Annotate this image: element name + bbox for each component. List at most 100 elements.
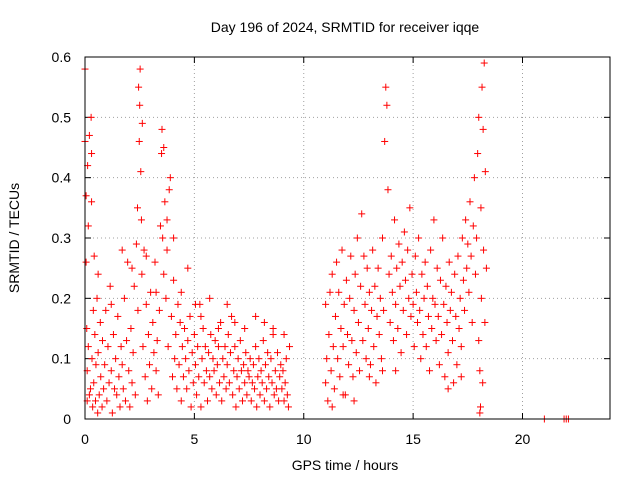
data-point [426, 367, 434, 375]
data-point [85, 131, 93, 139]
data-point [252, 312, 260, 320]
data-point [83, 325, 91, 332]
data-point [187, 403, 195, 411]
data-point [193, 391, 201, 399]
data-point [366, 361, 374, 369]
data-point [158, 125, 166, 133]
data-point [465, 288, 473, 296]
data-point [183, 385, 191, 393]
data-point [207, 331, 215, 339]
data-point [127, 325, 135, 332]
data-point [412, 288, 420, 296]
data-point [418, 270, 426, 278]
x-axis-label: GPS time / hours [292, 457, 399, 473]
data-point [214, 325, 222, 332]
data-point [409, 300, 417, 308]
data-point [396, 282, 404, 290]
data-point [113, 391, 121, 399]
data-point [208, 385, 216, 393]
data-point [407, 312, 415, 320]
data-point [205, 349, 213, 357]
data-point [175, 361, 183, 369]
data-point [254, 373, 262, 381]
data-point [480, 246, 488, 254]
data-point [362, 355, 370, 363]
data-point [169, 373, 176, 381]
data-point [163, 216, 171, 224]
data-point [400, 228, 408, 236]
data-point [333, 258, 341, 266]
data-point [225, 379, 233, 387]
data-point [158, 150, 166, 158]
data-point [123, 337, 131, 345]
data-point [172, 331, 180, 339]
data-point [189, 379, 197, 387]
data-point [212, 391, 220, 399]
data-point [387, 252, 395, 260]
data-point [475, 113, 483, 121]
y-tick-label: 0.4 [52, 170, 72, 186]
data-point [134, 306, 142, 314]
data-point [477, 403, 484, 411]
data-point [323, 355, 331, 363]
data-point [270, 391, 278, 399]
data-point [337, 325, 345, 332]
data-point [219, 355, 227, 363]
plot-frame [84, 56, 611, 420]
data-point [383, 101, 391, 109]
data-point [385, 270, 393, 278]
data-point [363, 264, 371, 272]
data-point [226, 349, 234, 357]
data-point [477, 204, 485, 212]
data-point [357, 282, 365, 290]
data-point [125, 367, 133, 375]
data-point [475, 337, 483, 345]
data-point [401, 276, 409, 284]
data-point [88, 198, 96, 206]
data-point [93, 294, 101, 302]
data-point [328, 270, 336, 278]
data-point [243, 391, 251, 399]
data-point [411, 252, 419, 260]
data-point [277, 361, 285, 369]
data-point [91, 331, 99, 339]
data-point [429, 294, 437, 302]
data-point [476, 409, 484, 417]
y-tick-labels: 0 0.1 0.2 0.3 0.4 0.5 0.6 [52, 49, 72, 427]
data-point [107, 300, 115, 308]
data-point [118, 246, 126, 254]
data-point [284, 403, 292, 411]
data-point [398, 258, 406, 266]
data-point [264, 349, 272, 357]
data-point [159, 234, 167, 242]
data-point [464, 240, 472, 248]
data-point [85, 391, 93, 399]
data-point [224, 331, 232, 339]
data-point [350, 397, 358, 405]
data-point [459, 276, 467, 284]
data-point [351, 270, 359, 278]
data-point [256, 391, 264, 399]
data-point [450, 379, 458, 387]
data-point [372, 379, 380, 387]
data-point [360, 252, 368, 260]
data-point [279, 367, 287, 375]
data-point [424, 312, 432, 320]
data-point [249, 361, 257, 369]
data-point [163, 246, 171, 254]
data-point [481, 318, 489, 326]
data-point [231, 318, 239, 326]
data-point [242, 349, 250, 357]
data-point [328, 403, 336, 411]
data-point [327, 367, 335, 375]
data-point [444, 349, 452, 357]
data-point [178, 343, 186, 351]
data-point [137, 216, 145, 224]
data-point [173, 385, 181, 393]
data-point [470, 174, 478, 182]
data-point [443, 318, 451, 326]
data-point [141, 373, 149, 381]
data-point [414, 318, 421, 326]
data-point [480, 59, 488, 67]
data-point [265, 373, 273, 381]
